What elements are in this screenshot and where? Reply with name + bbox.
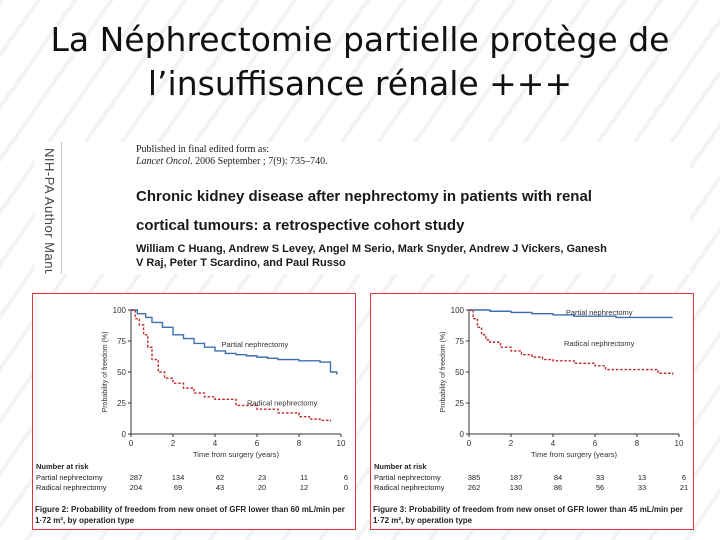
published-line: Published in final edited form as: xyxy=(136,144,270,155)
risk-row-partial: Partial nephrectomy 385 187 84 33 13 6 xyxy=(374,473,694,484)
risk-row-label: Partial nephrectomy xyxy=(374,473,441,482)
x-tick-label: 0 xyxy=(467,439,472,448)
risk-value: 262 xyxy=(467,483,481,492)
author-manuscript-strip: NIH-PA Author Manu xyxy=(35,142,62,274)
slide-title-line1: La Néphrectomie partielle protège de xyxy=(50,20,670,59)
paper-title: Chronic kidney disease after nephrectomy… xyxy=(136,182,681,240)
x-tick-label: 4 xyxy=(213,439,218,448)
journal-name: Lancet Oncol xyxy=(136,156,191,167)
series-label: Partial nephrectomy xyxy=(566,308,633,317)
km-chart-gfr-60: 0 25 50 75 100 0 2 4 6 8 10 Time from surgery (year… xyxy=(102,306,346,459)
x-tick-label: 2 xyxy=(509,439,514,448)
risk-value: 33 xyxy=(595,473,605,482)
risk-value: 0 xyxy=(343,483,349,492)
x-tick-label: 2 xyxy=(171,439,176,448)
risk-value: 20 xyxy=(257,483,267,492)
figure-3-gfr-45: 0 25 50 75 100 0 2 4 6 8 10 Time from surgery (year… xyxy=(370,293,694,530)
citation-details: . 2006 September ; 7(9): 735–740. xyxy=(190,156,328,167)
risk-value: 21 xyxy=(679,483,689,492)
paper-authors: William C Huang, Andrew S Levey, Angel M… xyxy=(136,242,686,270)
risk-row-partial: Partial nephrectomy 287 134 62 23 11 6 xyxy=(36,473,356,484)
y-axis-label: Probability of freedom (%) xyxy=(440,332,447,413)
risk-value: 130 xyxy=(509,483,523,492)
x-tick-label: 8 xyxy=(635,439,640,448)
risk-value: 134 xyxy=(171,473,185,482)
risk-row-label: Radical nephrectomy xyxy=(374,483,445,492)
risk-value: 6 xyxy=(681,473,687,482)
risk-row-radical: Radical nephrectomy 262 130 86 56 33 21 xyxy=(374,483,694,494)
y-tick-label: 75 xyxy=(455,337,464,346)
y-tick-label: 25 xyxy=(117,399,126,408)
paper-title-line1: Chronic kidney disease after nephrectomy… xyxy=(136,188,592,205)
y-tick-label: 0 xyxy=(460,430,465,439)
citation-line: Lancet Oncol. 2006 September ; 7(9): 735… xyxy=(136,156,328,167)
risk-value: 86 xyxy=(553,483,563,492)
risk-value: 13 xyxy=(637,473,647,482)
y-tick-label: 0 xyxy=(122,430,127,439)
series-label: Partial nephrectomy xyxy=(222,340,289,349)
risk-value: 69 xyxy=(173,483,183,492)
figure-caption-text: Figure 2: Probability of freedom from ne… xyxy=(35,505,345,525)
risk-value: 204 xyxy=(129,483,143,492)
series-line-partial xyxy=(131,309,338,375)
risk-value: 33 xyxy=(637,483,647,492)
figure-caption-text: Figure 3: Probability of freedom from ne… xyxy=(373,505,683,525)
risk-row-label: Radical nephrectomy xyxy=(36,483,107,492)
x-tick-label: 0 xyxy=(129,439,134,448)
y-tick-label: 25 xyxy=(455,399,464,408)
x-axis-label: Time from surgery (years) xyxy=(193,450,279,459)
risk-value: 11 xyxy=(300,473,308,482)
risk-value: 56 xyxy=(595,483,605,492)
risk-value: 23 xyxy=(257,473,267,482)
x-tick-label: 6 xyxy=(593,439,598,448)
risk-value: 12 xyxy=(299,483,309,492)
paper-title-line2: cortical tumours: a retrospective cohort… xyxy=(136,217,465,234)
risk-row-radical: Radical nephrectomy 204 69 43 20 12 0 xyxy=(36,483,356,494)
risk-table-header: Number at risk xyxy=(374,462,427,471)
y-tick-label: 50 xyxy=(455,368,464,377)
paper-authors-line2: V Raj, Peter T Scardino, and Paul Russo xyxy=(136,257,346,269)
slide-title-line2: l’insuffisance rénale +++ xyxy=(147,64,573,103)
figure-caption: Figure 3: Probability of freedom from ne… xyxy=(373,504,691,526)
y-tick-label: 100 xyxy=(113,306,127,315)
y-tick-label: 100 xyxy=(451,306,465,315)
risk-value: 84 xyxy=(553,473,563,482)
series-label: Radical nephrectomy xyxy=(247,398,318,407)
author-manuscript-label: NIH-PA Author Manu xyxy=(42,148,57,274)
risk-value: 62 xyxy=(215,473,225,482)
slide-title: La Néphrectomie partielle protège de l’i… xyxy=(0,18,720,106)
figure-caption: Figure 2: Probability of freedom from ne… xyxy=(35,504,353,526)
x-tick-label: 4 xyxy=(551,439,556,448)
paper-authors-line1: William C Huang, Andrew S Levey, Angel M… xyxy=(136,243,607,255)
x-tick-label: 10 xyxy=(675,439,684,448)
series-line-partial xyxy=(469,309,673,319)
figure-2-gfr-60: 0 25 50 75 100 0 2 4 6 8 10 Time from surgery (year… xyxy=(32,293,356,530)
y-tick-label: 75 xyxy=(117,337,126,346)
risk-row-label: Partial nephrectomy xyxy=(36,473,103,482)
risk-table-header: Number at risk xyxy=(36,462,89,471)
x-tick-label: 6 xyxy=(255,439,260,448)
x-axis-label: Time from surgery (years) xyxy=(531,450,617,459)
y-axis-label: Probability of freedom (%) xyxy=(102,332,109,413)
km-chart-gfr-45: 0 25 50 75 100 0 2 4 6 8 10 Time from surgery (year… xyxy=(440,306,684,459)
risk-value: 43 xyxy=(215,483,225,492)
risk-value: 385 xyxy=(467,473,481,482)
x-tick-label: 8 xyxy=(297,439,302,448)
series-line-radical xyxy=(469,309,674,375)
y-tick-label: 50 xyxy=(117,368,126,377)
risk-value: 287 xyxy=(129,473,143,482)
series-line-radical xyxy=(131,309,332,422)
risk-value: 6 xyxy=(343,473,349,482)
paper-header-excerpt: NIH-PA Author Manu Published in final ed… xyxy=(35,142,690,274)
x-tick-label: 10 xyxy=(337,439,346,448)
series-label: Radical nephrectomy xyxy=(564,339,635,348)
risk-value: 187 xyxy=(509,473,523,482)
